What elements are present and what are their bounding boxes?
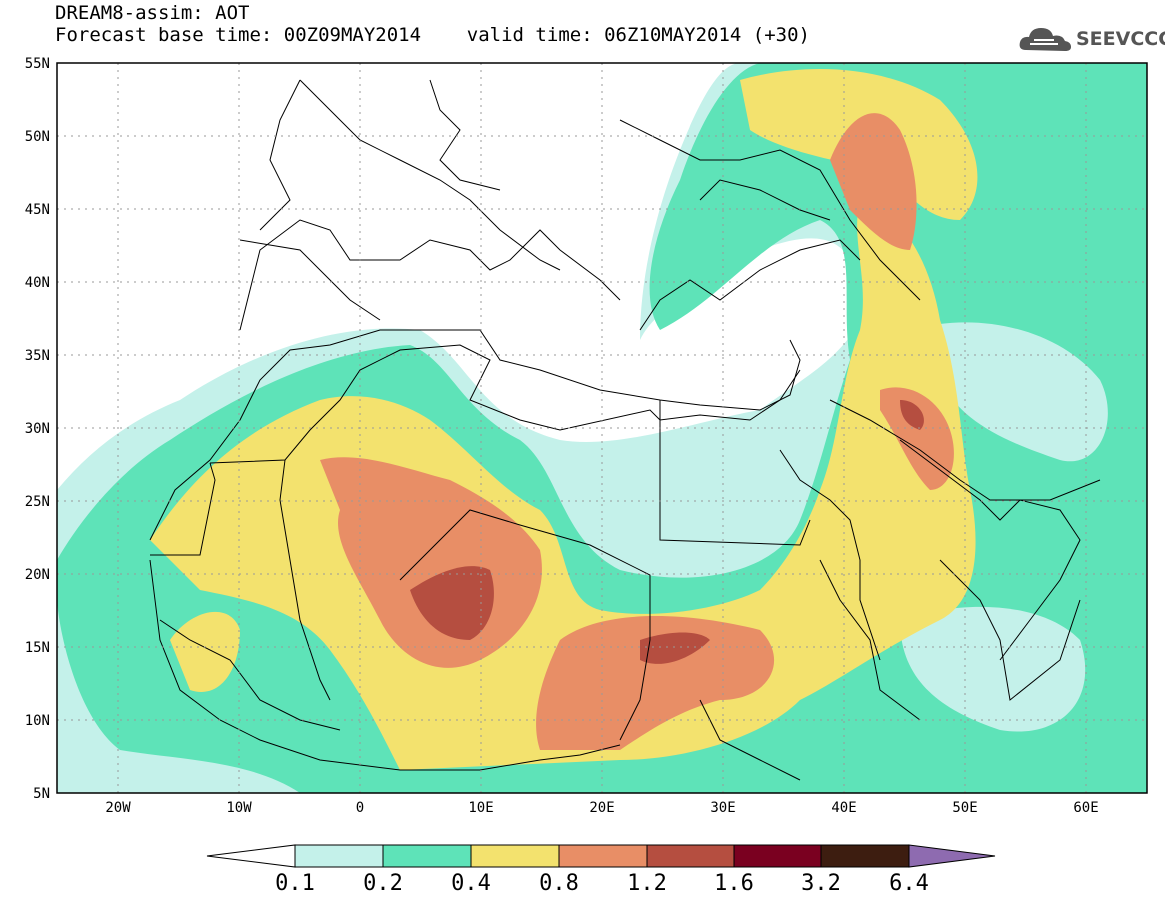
lon-label-40e: 40E — [831, 800, 856, 816]
lon-label-10w: 10W — [226, 800, 252, 816]
map-plot-area — [57, 63, 1147, 793]
lon-label-50e: 50E — [952, 800, 977, 816]
colorbar-label-0.1: 0.1 — [275, 871, 315, 896]
lat-label-45n: 45N — [25, 202, 50, 218]
aot-contour-1.2 — [410, 400, 924, 664]
lat-label-10n: 10N — [25, 713, 50, 729]
colorbar-swatch-0 — [294, 844, 384, 868]
lat-label-50n: 50N — [25, 129, 50, 145]
colorbar-label-3.2: 3.2 — [801, 871, 841, 896]
lat-label-15n: 15N — [25, 640, 50, 656]
colorbar-swatch-6 — [820, 844, 910, 868]
colorbar-swatch-2 — [470, 844, 560, 868]
lon-label-60e: 60E — [1073, 800, 1098, 816]
lat-label-40n: 40N — [25, 275, 50, 291]
colorbar-label-0.2: 0.2 — [363, 871, 403, 896]
lat-label-20n: 20N — [25, 567, 50, 583]
forecast-time-subtitle: Forecast base time: 00Z09MAY2014 valid t… — [55, 24, 810, 46]
colorbar-swatch-4 — [646, 844, 735, 868]
colorbar-swatch-1 — [382, 844, 472, 868]
colorbar-label-1.6: 1.6 — [714, 871, 754, 896]
colorbar-over-arrow — [908, 844, 996, 868]
lon-label-10e: 10E — [468, 800, 493, 816]
colorbar-swatch-3 — [558, 844, 648, 868]
colorbar-swatch-5 — [733, 844, 822, 868]
map-title: DREAM8-assim: AOT — [55, 2, 250, 24]
lon-label-20e: 20E — [589, 800, 614, 816]
colorbar-label-0.4: 0.4 — [451, 871, 491, 896]
lon-label-30e: 30E — [710, 800, 735, 816]
lat-label-25n: 25N — [25, 494, 50, 510]
lon-grid — [117, 63, 1087, 793]
lon-label-20w: 20W — [105, 800, 131, 816]
colorbar-label-0.8: 0.8 — [539, 871, 579, 896]
lat-label-35n: 35N — [25, 348, 50, 364]
brand-logo: SEEVCCC — [1018, 22, 1165, 54]
brand-name: SEEVCCC — [1076, 28, 1165, 50]
coastlines — [149, 79, 1081, 771]
map-frame — [56, 62, 1148, 794]
lon-label-0: 0 — [356, 800, 364, 816]
lat-label-30n: 30N — [25, 421, 50, 437]
lon-axis-labels: 20W 10W 0 10E 20E 30E 40E 50E 60E — [105, 800, 1098, 816]
country-borders — [150, 79, 1101, 781]
colorbar-label-6.4: 6.4 — [889, 871, 929, 896]
colorbar: 0.1 0.2 0.4 0.8 1.2 1.6 3.2 6.4 — [206, 844, 996, 896]
lat-label-55n: 55N — [25, 56, 50, 72]
colorbar-under-arrow — [206, 844, 296, 868]
colorbar-label-1.2: 1.2 — [627, 871, 667, 896]
cloud-logo-icon — [1019, 28, 1071, 51]
lat-label-5n: 5N — [33, 786, 50, 802]
lat-axis-labels: 55N 50N 45N 40N 35N 30N 25N 20N 15N 10N … — [25, 56, 50, 802]
